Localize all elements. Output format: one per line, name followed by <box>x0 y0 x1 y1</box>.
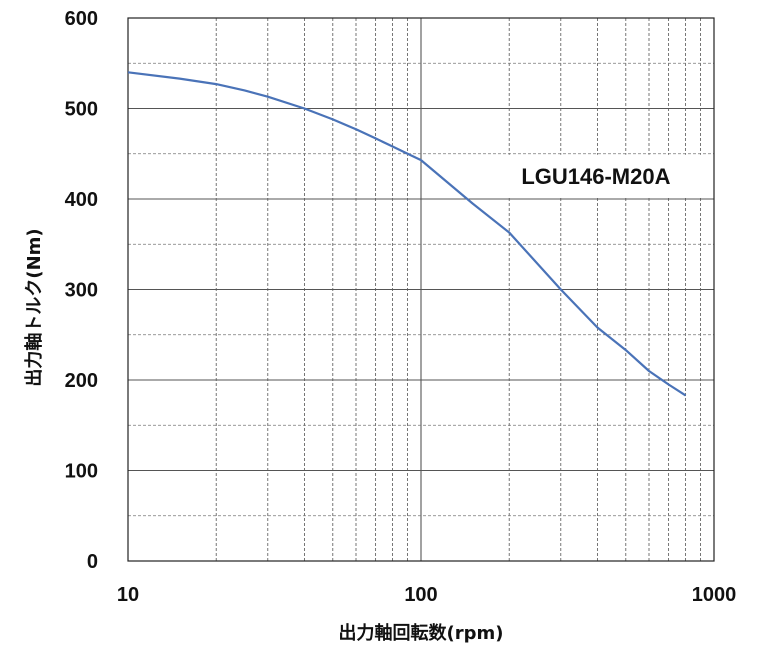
y-tick-label: 500 <box>65 99 98 121</box>
y-tick-label: 0 <box>87 551 98 573</box>
torque-curve <box>127 71 687 397</box>
grid <box>128 18 714 561</box>
model-label: LGU146-M20A <box>521 164 670 189</box>
y-tick-label: 300 <box>65 280 98 302</box>
series-layer <box>127 71 687 397</box>
x-tick-labels: 10 100 1000 <box>117 584 736 606</box>
x-tick-label: 100 <box>404 584 437 606</box>
y-tick-label: 400 <box>65 189 98 211</box>
x-tick-label: 10 <box>117 584 139 606</box>
plot-frame <box>127 17 715 562</box>
annotation-box <box>472 154 713 197</box>
y-tick-label: 600 <box>65 8 98 30</box>
x-axis-title: 出力軸回転数(rpm) <box>339 622 504 644</box>
y-axis-title: 出力軸トルク(Nm) <box>23 228 45 386</box>
y-tick-labels: 0 100 200 300 400 500 600 <box>65 8 98 573</box>
y-tick-label: 100 <box>65 461 98 483</box>
x-tick-label: 1000 <box>692 584 737 606</box>
annotation-background <box>472 154 713 197</box>
y-tick-label: 200 <box>65 370 98 392</box>
